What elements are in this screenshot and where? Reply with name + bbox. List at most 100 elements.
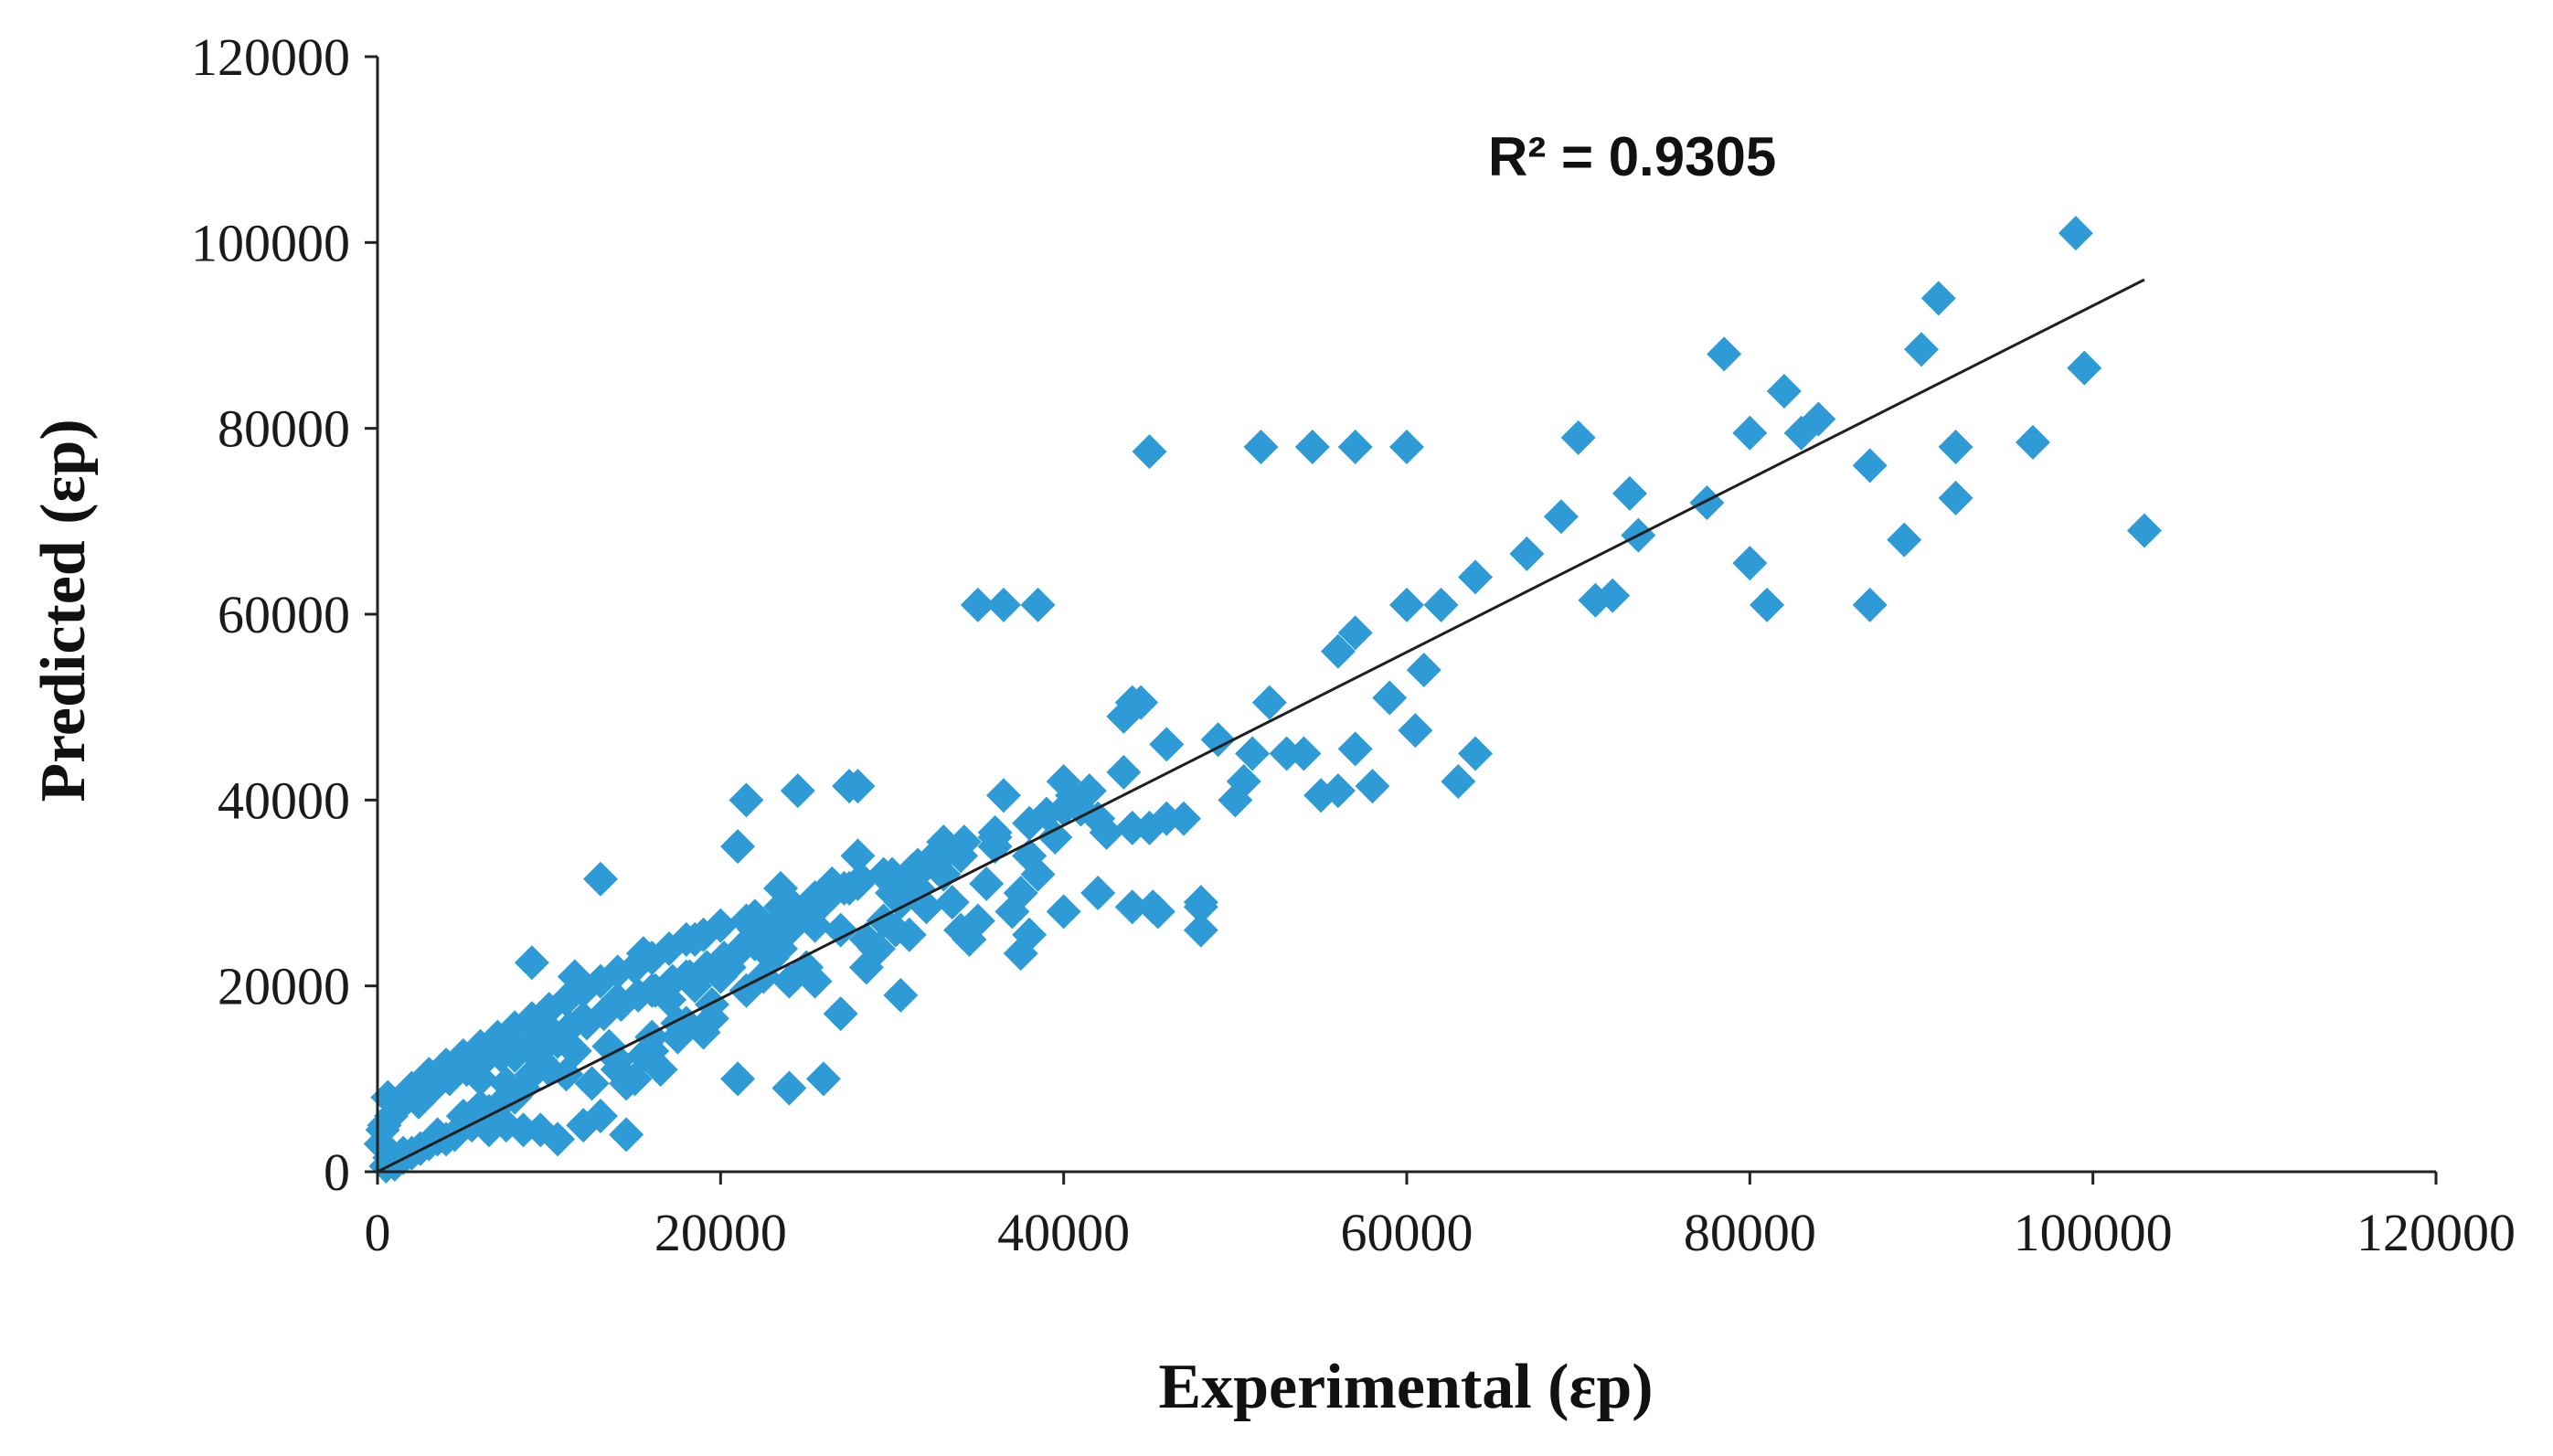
data-point xyxy=(1235,736,1271,771)
data-point xyxy=(1149,727,1185,762)
data-point xyxy=(1243,430,1279,464)
data-point xyxy=(1269,736,1304,771)
data-point xyxy=(952,921,987,957)
data-point xyxy=(1355,769,1390,804)
data-point xyxy=(625,936,661,972)
data-point xyxy=(832,870,867,906)
data-point xyxy=(703,908,739,943)
data-point xyxy=(995,894,1030,930)
x-tick-label: 60000 xyxy=(1341,1203,1473,1262)
data-point xyxy=(840,838,876,874)
y-axis-ticks: 0 20000 40000 60000 80000 100000 120000 xyxy=(191,27,378,1202)
y-tick-label: 20000 xyxy=(218,957,350,1016)
y-tick-label: 120000 xyxy=(191,27,350,87)
data-point xyxy=(1337,731,1373,767)
data-point xyxy=(1852,587,1888,622)
data-point xyxy=(943,838,979,874)
data-point xyxy=(780,773,815,809)
data-point xyxy=(1337,430,1373,464)
data-point xyxy=(737,926,772,962)
data-point xyxy=(1106,698,1142,734)
data-point xyxy=(1852,448,1888,484)
data-point xyxy=(1114,889,1150,925)
data-point xyxy=(1595,578,1631,613)
data-point xyxy=(797,963,833,999)
data-point xyxy=(1398,713,1433,749)
data-point xyxy=(1732,546,1768,581)
data-point xyxy=(1406,653,1441,687)
data-point xyxy=(1938,430,1973,464)
data-point xyxy=(1183,912,1218,948)
data-point xyxy=(531,1024,567,1059)
data-point xyxy=(1389,430,1424,464)
y-axis-title: Predicted (εp) xyxy=(28,419,99,802)
data-point xyxy=(823,996,858,1032)
data-point xyxy=(1149,801,1185,836)
data-point xyxy=(1337,615,1373,651)
data-point xyxy=(1904,332,1939,367)
x-axis-title: Experimental (εp) xyxy=(1158,1352,1653,1422)
data-point xyxy=(1114,810,1150,845)
data-point xyxy=(677,921,713,957)
data-point xyxy=(720,829,756,865)
data-point xyxy=(1441,764,1476,799)
data-point xyxy=(1303,778,1339,813)
data-point xyxy=(977,820,1013,855)
data-point xyxy=(2058,216,2093,251)
data-point xyxy=(2067,350,2102,386)
y-tick-label: 0 xyxy=(324,1142,350,1202)
data-point xyxy=(600,1043,635,1078)
data-point xyxy=(900,847,936,883)
trendline xyxy=(377,278,2145,1174)
data-point xyxy=(1707,336,1742,372)
data-points xyxy=(363,216,2162,1184)
data-point xyxy=(729,782,764,818)
data-point xyxy=(1938,480,1973,515)
data-point xyxy=(960,587,995,622)
data-point xyxy=(969,866,1005,901)
data-point xyxy=(1012,805,1048,841)
data-point xyxy=(1372,680,1408,716)
data-point xyxy=(463,1061,498,1097)
data-point xyxy=(1106,754,1142,790)
data-point xyxy=(771,963,807,999)
data-point xyxy=(1200,722,1236,758)
data-point xyxy=(805,1061,841,1097)
data-point xyxy=(1251,685,1287,720)
x-tick-label: 0 xyxy=(365,1203,391,1262)
data-point xyxy=(1389,587,1424,622)
data-point xyxy=(609,1117,644,1153)
data-point xyxy=(1458,736,1494,771)
x-tick-label: 100000 xyxy=(2014,1203,2173,1262)
data-point xyxy=(574,1066,610,1101)
y-tick-label: 60000 xyxy=(218,585,350,644)
x-tick-label: 80000 xyxy=(1684,1203,1816,1262)
data-point xyxy=(1046,792,1081,827)
data-point xyxy=(720,1061,756,1097)
data-point xyxy=(634,972,670,1008)
data-point xyxy=(1003,936,1038,972)
r-squared-annotation: R² = 0.9305 xyxy=(1488,126,1776,187)
x-tick-label: 20000 xyxy=(654,1203,787,1262)
data-point xyxy=(566,1001,601,1036)
data-point xyxy=(1612,475,1647,511)
data-point xyxy=(866,856,901,892)
data-point xyxy=(2015,424,2050,460)
data-point xyxy=(1560,420,1596,455)
data-point xyxy=(771,1070,807,1106)
data-point xyxy=(514,945,549,981)
data-point xyxy=(703,945,739,981)
data-point xyxy=(1080,876,1116,910)
data-point xyxy=(1140,894,1175,930)
data-point xyxy=(934,885,970,920)
data-point xyxy=(943,912,979,948)
data-point xyxy=(566,1108,601,1143)
data-point xyxy=(985,587,1021,622)
x-axis-ticks: 0 20000 40000 60000 80000 100000 120000 xyxy=(365,1172,2516,1262)
data-point xyxy=(600,982,635,1017)
data-point xyxy=(668,959,704,994)
data-point xyxy=(1750,587,1785,622)
y-tick-label: 100000 xyxy=(191,213,350,272)
